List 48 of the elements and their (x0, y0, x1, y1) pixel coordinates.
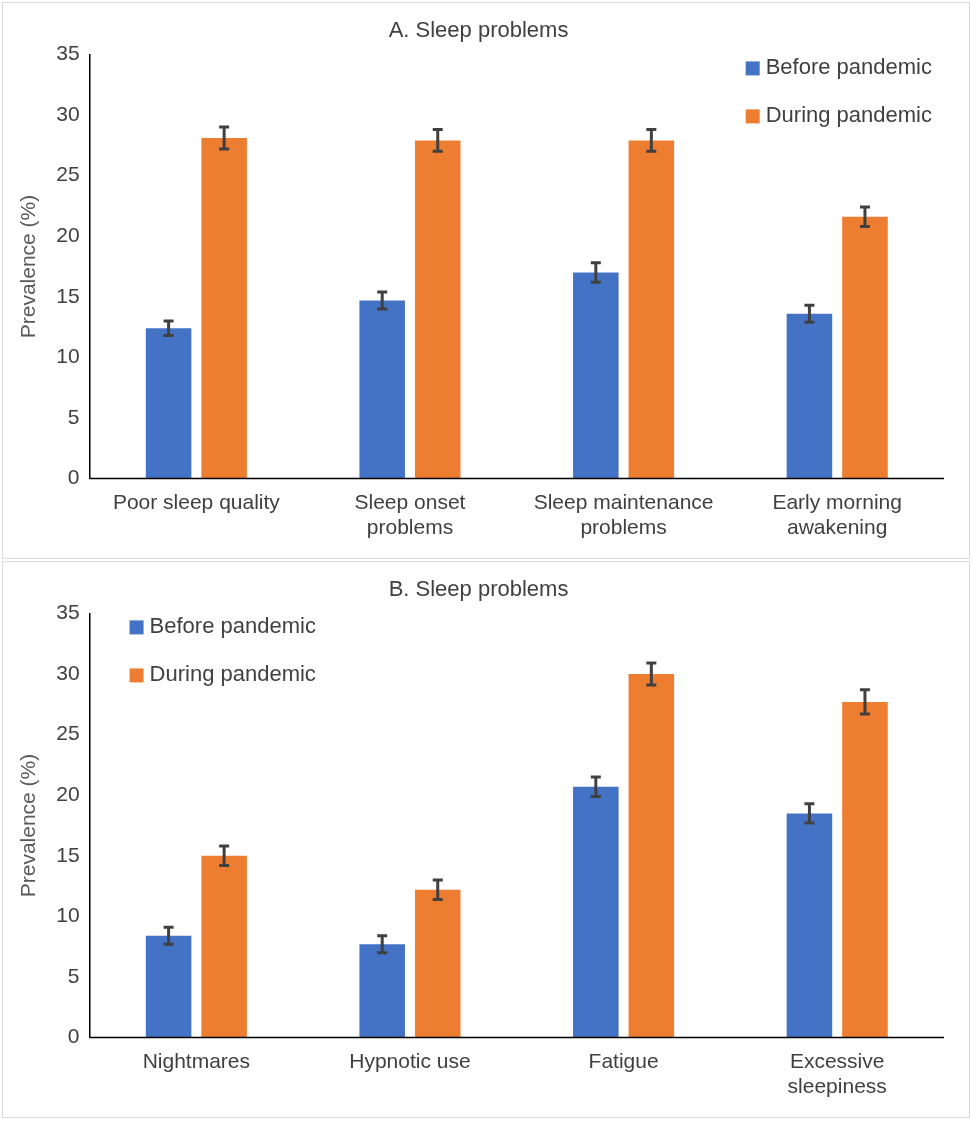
legend-label: Before pandemic (765, 54, 933, 80)
y-tick-label: 30 (56, 101, 80, 125)
y-tick-label: 20 (56, 223, 80, 246)
bar (414, 889, 461, 1038)
y-tick-label: 10 (56, 344, 80, 368)
y-tick-label: 20 (56, 782, 80, 805)
bar (628, 674, 675, 1038)
y-tick-label: 35 (56, 41, 80, 65)
y-tick-label: 5 (67, 404, 80, 428)
y-tick-label: 15 (56, 842, 80, 866)
bar (786, 313, 833, 479)
y-tick-label: 5 (67, 963, 80, 987)
bar (842, 216, 888, 479)
bar (628, 140, 675, 479)
bar (201, 138, 247, 479)
y-axis-title: Prevalence (%) (16, 753, 40, 898)
x-tick-label: Sleep maintenance problems (533, 490, 714, 539)
bar (573, 272, 619, 479)
y-tick-label: 30 (56, 660, 80, 684)
x-tick-label: Sleep onset problems (354, 490, 466, 539)
y-axis-title: Prevalence (%) (16, 194, 40, 339)
y-tick-label: 0 (67, 1024, 80, 1048)
x-tick-label: Early morning awakening (772, 490, 902, 539)
y-tick-label: 15 (56, 283, 80, 307)
bar (359, 300, 405, 479)
x-tick-label: Excessive sleepiness (787, 1049, 887, 1098)
x-tick-label: Poor sleep quality (112, 490, 281, 513)
x-tick-label: Nightmares (142, 1049, 251, 1072)
legend-label: During pandemic (149, 661, 316, 687)
y-tick-label: 0 (67, 465, 80, 489)
x-tick-label: Fatigue (588, 1049, 659, 1072)
legend-label: During pandemic (765, 102, 932, 128)
y-tick-label: 35 (56, 600, 80, 624)
chart-title: A. Sleep problems (388, 17, 569, 43)
x-tick-label: Hypnotic use (349, 1049, 471, 1072)
bar (359, 944, 405, 1038)
y-tick-label: 25 (56, 721, 80, 745)
y-tick-label: 25 (56, 162, 80, 186)
legend-label: Before pandemic (149, 613, 316, 639)
bar (573, 786, 619, 1038)
bar (786, 813, 833, 1038)
chart-title: B. Sleep problems (388, 576, 569, 602)
bar (145, 935, 192, 1038)
bar (145, 328, 192, 479)
bar (414, 140, 461, 479)
y-tick-label: 10 (56, 903, 80, 927)
bar (842, 701, 888, 1038)
bar (201, 855, 247, 1038)
